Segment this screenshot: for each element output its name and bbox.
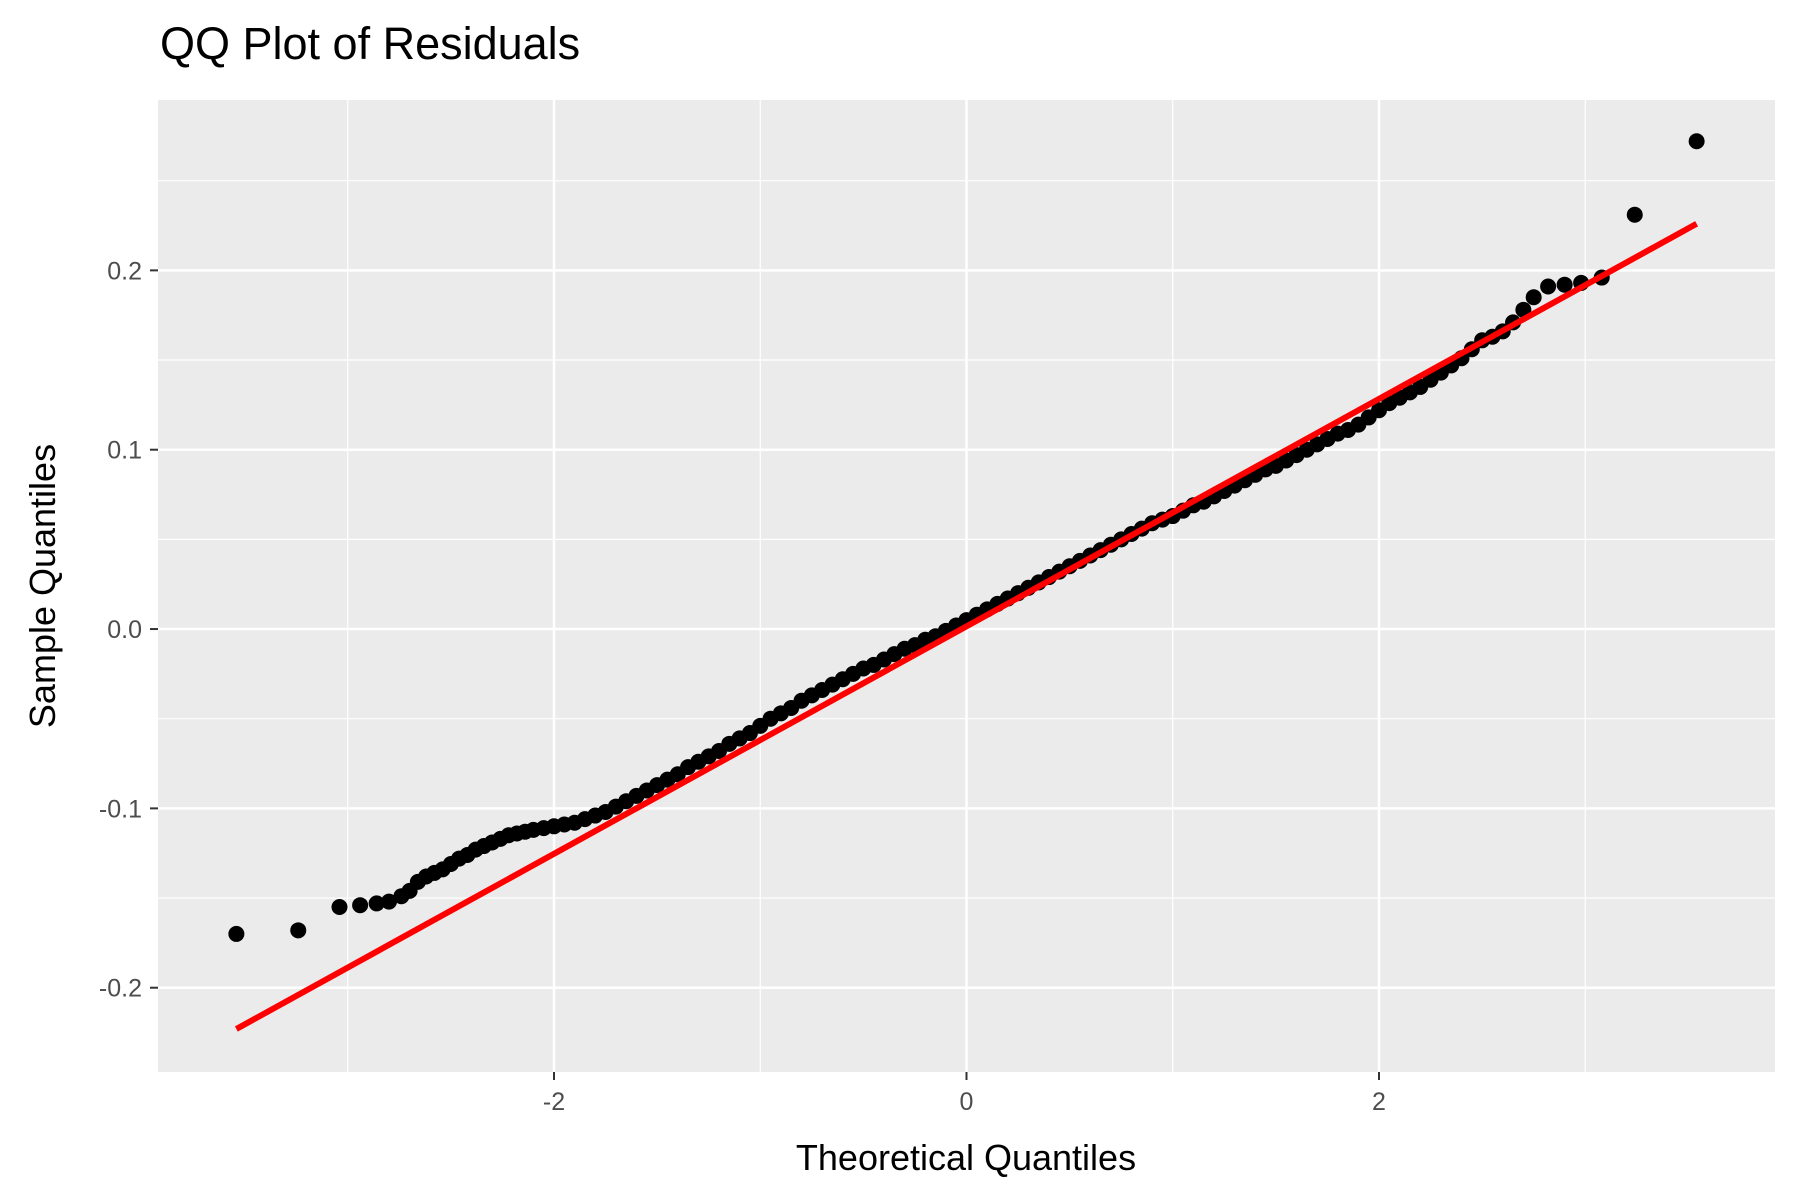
y-tick-label: -0.1 <box>99 795 142 823</box>
data-point <box>331 899 348 916</box>
data-point <box>1540 278 1557 295</box>
data-point <box>352 897 369 914</box>
y-tick-label: 0.1 <box>107 437 142 465</box>
x-axis: -2 0 2 <box>543 1072 1386 1116</box>
reference-line-group <box>234 221 1699 1032</box>
x-tick-label: -2 <box>543 1088 565 1116</box>
data-point <box>1688 133 1705 150</box>
y-axis: -0.2 -0.1 0.0 0.1 0.2 <box>99 257 158 1003</box>
y-tick-label: 0.2 <box>107 257 142 285</box>
y-tick-label: 0.0 <box>107 616 142 644</box>
data-point <box>228 925 245 942</box>
data-point <box>368 895 385 912</box>
chart-title: QQ Plot of Residuals <box>160 18 581 69</box>
y-tick-label: -0.2 <box>99 975 142 1003</box>
data-point <box>1626 206 1643 223</box>
x-tick-label: 2 <box>1372 1088 1386 1116</box>
reference-line <box>234 221 1699 1032</box>
data-point <box>1525 289 1542 306</box>
y-axis-title: Sample Quantiles <box>22 444 63 728</box>
data-point <box>381 893 397 910</box>
data-point <box>1556 276 1573 293</box>
data-point <box>290 922 307 939</box>
major-gridlines <box>158 100 1775 1072</box>
x-tick-label: 0 <box>960 1088 974 1116</box>
x-axis-title: Theoretical Quantiles <box>796 1137 1136 1178</box>
